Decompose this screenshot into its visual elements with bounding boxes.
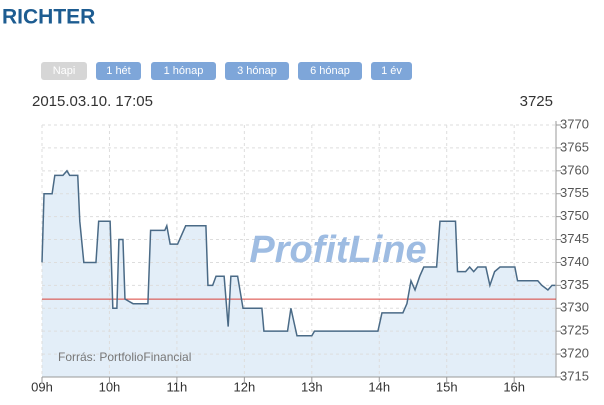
period-button[interactable] [371, 62, 412, 80]
x-tick-label: 10h [99, 379, 121, 394]
period-button[interactable] [225, 62, 289, 80]
price-line [41, 169, 556, 337]
x-tick-label: 15h [436, 379, 458, 394]
y-tick-label: 3755 [560, 185, 589, 200]
timestamp: 2015.03.10. 17:05 [32, 93, 153, 110]
y-tick-label: 3745 [560, 231, 589, 246]
price: 3725 [520, 93, 553, 110]
y-tick-label: 3750 [560, 208, 589, 223]
y-tick-label: 3770 [560, 116, 589, 131]
source: Forrás: PortfolioFinancial [58, 350, 191, 364]
y-tick-label: 3715 [560, 368, 589, 383]
y-tick-label: 3725 [560, 323, 589, 338]
period-button[interactable] [41, 62, 87, 80]
period-button-label[interactable]: 6 hónap [310, 65, 350, 77]
period-button-label[interactable]: 1 hónap [164, 65, 204, 77]
period-button-label[interactable]: 3 hónap [237, 65, 277, 77]
area [42, 170, 556, 377]
x-tick-label: 09h [31, 379, 53, 394]
y-tick-label: 3765 [560, 139, 589, 154]
y-tick-label: 3740 [560, 254, 589, 269]
period-button[interactable] [298, 62, 362, 80]
period-button-label[interactable]: 1 év [381, 65, 402, 77]
x-tick-label: 11h [167, 379, 188, 394]
y-tick-label: 3760 [560, 162, 589, 177]
x-tick-label: 13h [301, 379, 323, 394]
period-button-label[interactable]: Napi [53, 65, 76, 77]
x-tick-label: 12h [234, 379, 256, 394]
x-tick-label: 16h [503, 379, 525, 394]
period-button-label[interactable]: 1 hét [106, 65, 130, 77]
y-tick-label: 3720 [560, 346, 589, 361]
period-button[interactable] [96, 62, 141, 80]
x-tick-label: 14h [368, 379, 390, 394]
watermark: ProfitLine [249, 229, 426, 271]
title: RICHTER [2, 6, 95, 29]
period-button[interactable] [151, 62, 216, 80]
y-tick-label: 3735 [560, 277, 589, 292]
y-tick-label: 3730 [560, 300, 589, 315]
